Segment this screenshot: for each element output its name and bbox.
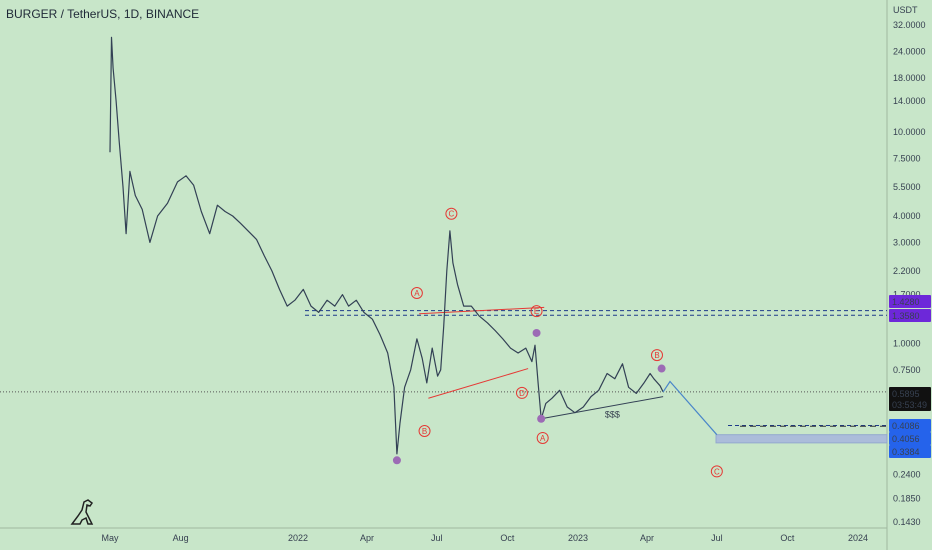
price-tick-label: 14.0000 (893, 96, 926, 106)
time-tick-label: Apr (640, 533, 654, 543)
pivot-marker (657, 364, 666, 373)
wave-label-text: A (540, 434, 546, 443)
price-tick-label: 1.7000 (893, 290, 921, 300)
time-tick-label: Aug (173, 533, 189, 543)
wave-label: A (410, 287, 423, 300)
wave-label-text: C (449, 210, 455, 219)
wave-label: D (515, 386, 528, 399)
wave-label-text: C (714, 467, 720, 476)
price-tick-label: 0.2400 (893, 469, 921, 479)
price-badge-label: 0.4086 (892, 421, 920, 431)
price-tick-label: 7.5000 (893, 153, 921, 163)
pivot-marker (532, 328, 541, 337)
wave-label: B (650, 349, 663, 362)
price-series-line (109, 36, 664, 455)
wave-label-text: D (519, 389, 525, 398)
price-badge (889, 295, 931, 308)
price-badge (889, 432, 931, 445)
price-badge-label: 0.4056 (892, 434, 920, 444)
chart-title: BURGER / TetherUS, 1D, BINANCE (6, 7, 200, 21)
wave-label-text: B (422, 427, 427, 436)
wave-label-circle (515, 386, 528, 399)
price-badge (889, 445, 931, 458)
time-tick-label: May (101, 533, 119, 543)
pivot-marker (392, 456, 401, 465)
price-badge-label: 1.4280 (892, 297, 920, 307)
wave-label: B (418, 425, 431, 438)
wave-label: C (445, 207, 458, 220)
price-tick-label: 24.0000 (893, 46, 926, 56)
price-badge-label: 0.5895 (892, 389, 920, 399)
wave-label-circle (445, 207, 458, 220)
price-tick-label: 2.2000 (893, 266, 921, 276)
price-badge (889, 309, 931, 322)
price-tick-label: 3.0000 (893, 237, 921, 247)
wave-label: E (530, 305, 543, 318)
price-tick-label: 0.1430 (893, 517, 921, 527)
price-badge (889, 419, 931, 432)
trendline (541, 396, 664, 420)
wave-label-circle (418, 425, 431, 438)
time-tick-label: Jul (431, 533, 443, 543)
price-badge (889, 387, 931, 411)
time-tick-label: 2023 (568, 533, 588, 543)
time-tick-label: Jul (711, 533, 723, 543)
price-tick-label: 0.1850 (893, 493, 921, 503)
price-axis-unit: USDT (893, 5, 918, 15)
time-tick-label: 2022 (288, 533, 308, 543)
price-tick-label: 5.5000 (893, 182, 921, 192)
wave-label-circle (536, 431, 549, 444)
time-tick-label: Apr (360, 533, 374, 543)
wave-label-circle (530, 305, 543, 318)
wave-label: C (710, 465, 723, 478)
wave-label-circle (410, 287, 423, 300)
pivot-marker (537, 414, 546, 423)
trendline (428, 368, 529, 399)
trendline (419, 306, 545, 315)
time-tick-label: Oct (500, 533, 515, 543)
wave-label-circle (650, 349, 663, 362)
time-tick-label: 2024 (848, 533, 868, 543)
price-tick-label: 18.0000 (893, 73, 926, 83)
price-tick-label: 0.7500 (893, 365, 921, 375)
price-tick-label: 4.0000 (893, 211, 921, 221)
wave-label-circle (710, 465, 723, 478)
projection-line (662, 380, 718, 436)
wave-label-text: B (654, 351, 659, 360)
tradingview-logo-icon (70, 499, 94, 525)
price-badge-label: 1.3580 (892, 311, 920, 321)
price-tick-label: 1.0000 (893, 338, 921, 348)
price-badge-countdown: 03:53:49 (892, 400, 927, 410)
price-badge-label: 0.3384 (892, 447, 920, 457)
wave-label-text: E (534, 307, 539, 316)
price-tick-label: 10.0000 (893, 127, 926, 137)
price-tick-label: 32.0000 (893, 20, 926, 30)
wave-label: A (536, 431, 549, 444)
target-zone (715, 434, 888, 444)
wave-label-text: A (414, 289, 420, 298)
chart-note: $$$ (605, 410, 620, 420)
time-tick-label: Oct (780, 533, 795, 543)
